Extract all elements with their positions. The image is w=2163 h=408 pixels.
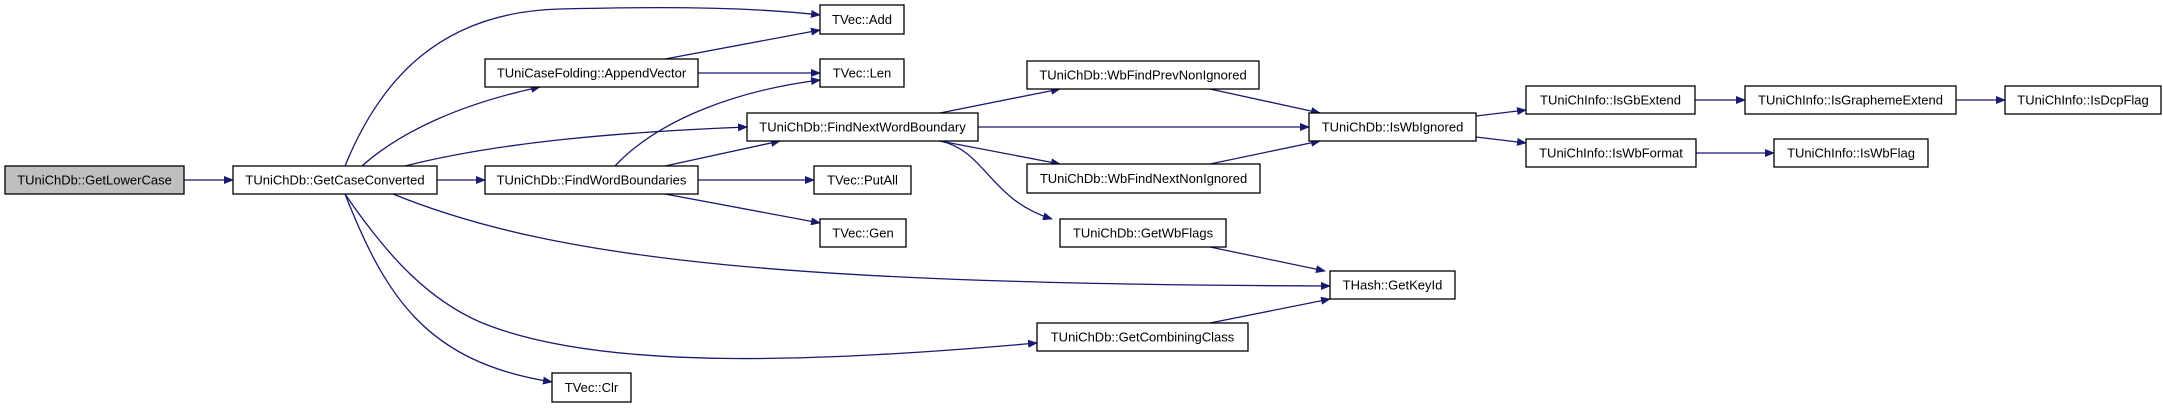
node-iswbformat[interactable]: TUniChInfo::IsWbFormat [1525, 138, 1697, 168]
node-add[interactable]: TVec::Add [819, 4, 905, 35]
node-label: TUniChDb::IsWbIgnored [1322, 120, 1464, 135]
edge-getcombiningclass-to-getkeyid [1209, 296, 1331, 324]
node-label: TUniChDb::FindWordBoundaries [497, 173, 687, 188]
node-label: TUniChInfo::IsGbExtend [1540, 93, 1681, 108]
edge-getcaseconverted-to-findnextwordboundary [404, 123, 748, 167]
edge-getcaseconverted-to-add [344, 7, 821, 167]
edge-getcaseconverted-to-getcombiningclass [344, 193, 1038, 360]
edge-getcaseconverted-to-clr [344, 193, 553, 385]
node-label: TUniChInfo::IsGraphemeExtend [1758, 93, 1943, 108]
node-label: TUniChDb::GetCombiningClass [1051, 330, 1235, 345]
edge-findwordboundaries-to-len [614, 77, 821, 167]
node-wbfindprev[interactable]: TUniChDb::WbFindPrevNonIgnored [1026, 60, 1260, 90]
node-box [1525, 85, 1696, 115]
node-isgraphemeextend[interactable]: TUniChInfo::IsGraphemeExtend [1744, 85, 1957, 115]
edge-getcaseconverted-to-getkeyid [392, 193, 1331, 290]
node-label: THash::GetKeyId [1343, 278, 1443, 293]
node-label: TVec::Len [833, 66, 892, 81]
node-label: TUniChInfo::IsWbFormat [1539, 146, 1683, 161]
node-label: TUniCaseFolding::AppendVector [497, 66, 687, 81]
node-getkeyid[interactable]: THash::GetKeyId [1329, 270, 1456, 300]
edge-wbfindprev-to-iswbignored [1209, 88, 1321, 115]
node-box [1329, 270, 1456, 300]
edge-wbfindnext-to-iswbignored [1209, 138, 1321, 165]
edge-appendvector-to-add [664, 27, 821, 60]
node-label: TVec::Add [832, 12, 892, 27]
node-iswbignored[interactable]: TUniChDb::IsWbIgnored [1308, 112, 1477, 142]
node-putall[interactable]: TVec::PutAll [813, 165, 912, 195]
node-box [819, 4, 905, 35]
node-label: TVec::PutAll [827, 173, 898, 188]
node-gen[interactable]: TVec::Gen [819, 218, 907, 248]
node-isdcpflag[interactable]: TUniChInfo::IsDcpFlag [2004, 85, 2162, 115]
edge-findwordboundaries-to-findnextwordboundary [664, 139, 781, 167]
node-box [2004, 85, 2162, 115]
node-getwbflags[interactable]: TUniChDb::GetWbFlags [1059, 218, 1227, 248]
node-label: TUniChInfo::IsDcpFlag [2017, 93, 2149, 108]
node-isgbextend[interactable]: TUniChInfo::IsGbExtend [1525, 85, 1696, 115]
node-label: TVec::Gen [832, 226, 893, 241]
node-box [4, 165, 185, 195]
node-box [232, 165, 438, 195]
edge-iswbignored-to-isgbextend [1475, 107, 1527, 117]
node-label: TUniChDb::WbFindNextNonIgnored [1040, 171, 1247, 186]
node-box [819, 218, 907, 248]
node-box [1308, 112, 1477, 142]
edge-getwbflags-to-getkeyid [1209, 246, 1326, 274]
node-findnextwordboundary[interactable]: TUniChDb::FindNextWordBoundary [746, 112, 979, 142]
edge-findwordboundaries-to-gen [664, 193, 821, 226]
node-box [1525, 138, 1697, 168]
node-box [1773, 138, 1929, 168]
node-appendvector[interactable]: TUniCaseFolding::AppendVector [484, 58, 699, 88]
node-label: TUniChDb::FindNextWordBoundary [759, 120, 966, 135]
node-label: TUniChInfo::IsWbFlag [1787, 146, 1915, 161]
edge-findnextwordboundary-to-wbfindnext [939, 140, 1061, 167]
node-iswbflag[interactable]: TUniChInfo::IsWbFlag [1773, 138, 1929, 168]
node-clr[interactable]: TVec::Clr [551, 372, 632, 403]
node-wbfindnext[interactable]: TUniChDb::WbFindNextNonIgnored [1026, 163, 1261, 194]
node-label: TUniChDb::WbFindPrevNonIgnored [1039, 68, 1246, 83]
edge-findnextwordboundary-to-wbfindprev [939, 86, 1061, 114]
node-getcaseconverted[interactable]: TUniChDb::GetCaseConverted [232, 165, 438, 195]
node-box [819, 58, 905, 88]
node-box [1026, 60, 1260, 90]
node-box [1059, 218, 1227, 248]
node-box [484, 58, 699, 88]
node-len[interactable]: TVec::Len [819, 58, 905, 88]
node-box [1026, 163, 1261, 194]
node-box [551, 372, 632, 403]
node-label: TVec::Clr [565, 380, 619, 395]
node-box [746, 112, 979, 142]
node-getlowercase: TUniChDb::GetLowerCase [4, 165, 185, 195]
edge-findnextwordboundary-to-getwbflags [939, 140, 1053, 221]
node-label: TUniChDb::GetLowerCase [17, 173, 172, 188]
edge-iswbignored-to-iswbformat [1475, 136, 1527, 146]
node-label: TUniChDb::GetWbFlags [1073, 226, 1214, 241]
node-getcombiningclass[interactable]: TUniChDb::GetCombiningClass [1036, 322, 1249, 352]
node-box [1744, 85, 1957, 115]
node-box [1036, 322, 1249, 352]
node-box [484, 165, 699, 195]
node-label: TUniChDb::GetCaseConverted [245, 173, 424, 188]
edge-getcaseconverted-to-appendvector [361, 84, 541, 167]
node-findwordboundaries[interactable]: TUniChDb::FindWordBoundaries [484, 165, 699, 195]
node-box [813, 165, 912, 195]
